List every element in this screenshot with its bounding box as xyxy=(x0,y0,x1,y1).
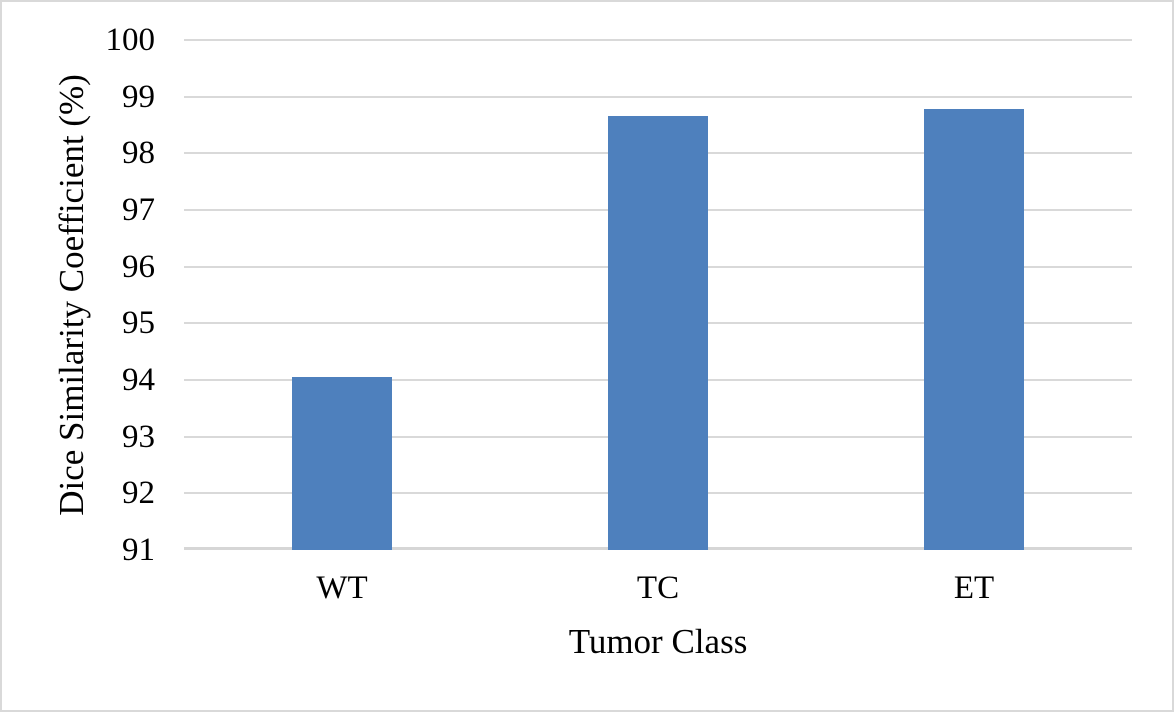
bar-tc xyxy=(608,116,708,550)
y-tick-label-98: 98 xyxy=(122,135,155,172)
plot-area xyxy=(184,39,1132,550)
y-tick-label-96: 96 xyxy=(122,248,155,285)
y-tick-label-97: 97 xyxy=(122,192,155,228)
x-tick-label-et: ET xyxy=(953,570,995,606)
y-tick-label-95: 95 xyxy=(122,305,155,342)
x-tick-label-wt: WT xyxy=(316,570,368,606)
y-tick-label-92: 92 xyxy=(122,475,155,512)
gridline xyxy=(184,39,1132,41)
y-tick-label-93: 93 xyxy=(122,418,155,455)
gridline xyxy=(184,96,1132,98)
y-tick-label-99: 99 xyxy=(122,78,155,115)
y-tick-label-91: 91 xyxy=(122,532,155,568)
bar-wt xyxy=(292,377,392,550)
x-tick-label-tc: TC xyxy=(636,570,680,606)
y-tick-label-100: 100 xyxy=(105,22,156,58)
bar-et xyxy=(924,109,1024,550)
y-tick-label-94: 94 xyxy=(122,362,155,398)
x-axis-title: Tumor Class xyxy=(568,622,748,661)
